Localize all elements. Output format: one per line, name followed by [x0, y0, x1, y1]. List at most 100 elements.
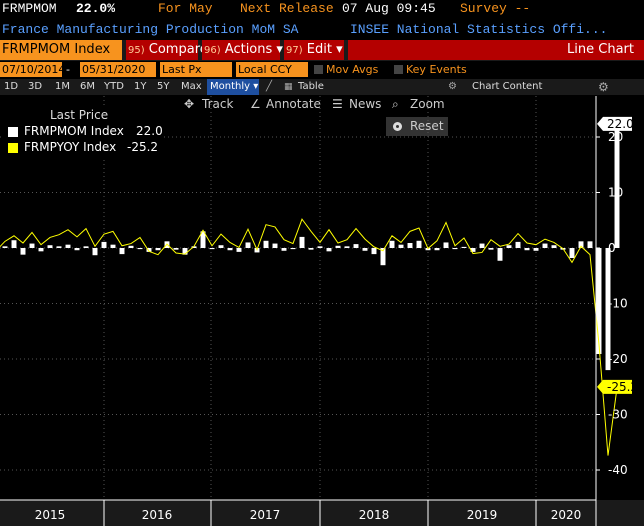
bar-mark — [47, 245, 53, 248]
news-button[interactable]: News — [349, 97, 382, 111]
last-tag-line-bg — [597, 379, 632, 394]
options-bar: 07/10/2014 - 05/31/2020 Last Px Local CC… — [0, 61, 644, 79]
bar-mark — [74, 248, 80, 251]
range-3d[interactable]: 3D — [28, 81, 43, 92]
bar-mark — [146, 248, 152, 252]
key-events-checkbox[interactable] — [394, 65, 403, 74]
bar-mark — [236, 248, 242, 252]
bar-mark — [524, 248, 530, 251]
currency-select[interactable]: Local CCY — [236, 62, 308, 77]
range-1m[interactable]: 1M — [55, 81, 70, 92]
range-5y[interactable]: 5Y — [157, 81, 170, 92]
x-tick-label: 2020 — [551, 508, 582, 522]
table-button[interactable]: Table — [298, 81, 324, 92]
range-6m[interactable]: 6M — [80, 81, 95, 92]
track-button[interactable]: Track — [202, 97, 234, 111]
bar-mark — [461, 246, 467, 248]
y-tick-label: 0 — [608, 241, 616, 255]
security-input[interactable]: FRMPMOM Index — [0, 40, 122, 60]
chart-type-label[interactable]: Line Chart — [348, 40, 644, 60]
next-release-label: Next Release — [240, 1, 334, 16]
y-tick-label: -20 — [608, 352, 628, 366]
y-axis: 20 10 0 -10 -20 -30 -40 — [595, 96, 628, 500]
bar-mark — [488, 248, 494, 250]
edit-number: 97) — [286, 45, 303, 56]
description-bar: France Manufacturing Production MoM SA I… — [0, 20, 644, 40]
range-1y[interactable]: 1Y — [134, 81, 147, 92]
edit-button[interactable]: 97) Edit ▾ — [284, 40, 344, 60]
line-series — [0, 218, 618, 456]
y-tick-label: -40 — [608, 463, 628, 477]
bar-mark — [452, 248, 458, 250]
bar-series — [2, 125, 620, 371]
bar-mark — [515, 241, 521, 248]
legend-swatch-line — [8, 143, 18, 153]
y-tick-label: 10 — [608, 186, 623, 200]
key-events-label: Key Events — [406, 63, 467, 76]
x-tick-label: 2015 — [35, 508, 66, 522]
range-bar: 1D 3D 1M 6M YTD 1Y 5Y Max Monthly ▾ ╱ ▦ Table ⚙… — [0, 79, 644, 95]
bar-mark — [128, 245, 134, 248]
reset-button[interactable]: Reset — [386, 117, 448, 136]
settings-gear-icon[interactable]: ⚙ — [598, 80, 609, 94]
bar-mark — [551, 245, 557, 248]
bar-mark — [434, 248, 440, 251]
bar-mark — [218, 245, 224, 248]
next-release-time: 07 Aug 09:45 — [342, 1, 436, 16]
bar-mark — [596, 248, 602, 355]
table-toggle-icon[interactable]: ▦ — [284, 82, 293, 92]
data-source: INSEE National Statistics Offi... — [350, 22, 608, 37]
x-tick-label: 2016 — [142, 508, 173, 522]
bar-mark — [308, 248, 314, 250]
bar-mark — [407, 243, 413, 248]
bar-mark — [542, 243, 548, 248]
bar-mark — [56, 246, 62, 248]
y-tick-label: 20 — [608, 130, 623, 144]
date-separator: - — [66, 63, 70, 76]
end-date-input[interactable]: 05/31/2020 — [80, 62, 156, 77]
bar-mark — [569, 248, 575, 258]
bar-mark — [497, 248, 503, 261]
actions-number: 96) — [204, 45, 221, 56]
mov-avgs-checkbox[interactable] — [314, 65, 323, 74]
bar-mark — [11, 240, 17, 248]
chart-content-button[interactable]: Chart Content — [472, 81, 543, 92]
bar-mark — [299, 236, 305, 248]
function-toolbar: FRMPMOM Index 95) Compare 96) Actions ▾ … — [0, 40, 644, 61]
bar-mark — [605, 248, 611, 371]
actions-button[interactable]: 96) Actions ▾ — [202, 40, 283, 60]
x-tick-label: 2018 — [359, 508, 390, 522]
grid — [0, 96, 596, 500]
chart-content-gear-icon: ⚙ — [448, 81, 457, 92]
last-tag-bar-bg — [597, 116, 632, 131]
legend-swatch-bar — [8, 127, 18, 137]
range-ytd[interactable]: YTD — [104, 81, 124, 92]
mov-avgs-label: Mov Avgs — [326, 63, 379, 76]
bar-mark — [173, 248, 179, 250]
bar-mark — [317, 246, 323, 248]
bar-mark — [20, 248, 26, 255]
bar-mark — [245, 242, 251, 248]
bar-mark — [290, 248, 296, 250]
bar-mark — [29, 243, 35, 248]
zoom-button[interactable]: Zoom — [410, 97, 445, 111]
annotate-button[interactable]: Annotate — [266, 97, 321, 111]
range-1d[interactable]: 1D — [4, 81, 19, 92]
bar-mark — [92, 248, 98, 256]
x-axis-band — [0, 500, 644, 526]
bar-mark — [119, 248, 125, 255]
bar-mark — [101, 241, 107, 248]
range-max[interactable]: Max — [181, 81, 202, 92]
start-date-input[interactable]: 07/10/2014 — [0, 62, 66, 77]
period-select[interactable]: Monthly ▾ — [207, 79, 259, 95]
compare-button[interactable]: 95) Compare — [126, 40, 208, 60]
bar-mark — [578, 241, 584, 248]
price-field-select[interactable]: Last Px — [160, 62, 232, 77]
edit-label: Edit ▾ — [306, 42, 343, 57]
last-tag-line: -25.2 — [607, 380, 638, 394]
bar-mark — [587, 241, 593, 248]
bar-mark — [470, 248, 476, 252]
bar-mark — [191, 246, 197, 248]
line-chart-icon[interactable]: ╱ — [266, 81, 273, 92]
bar-mark — [182, 248, 188, 255]
